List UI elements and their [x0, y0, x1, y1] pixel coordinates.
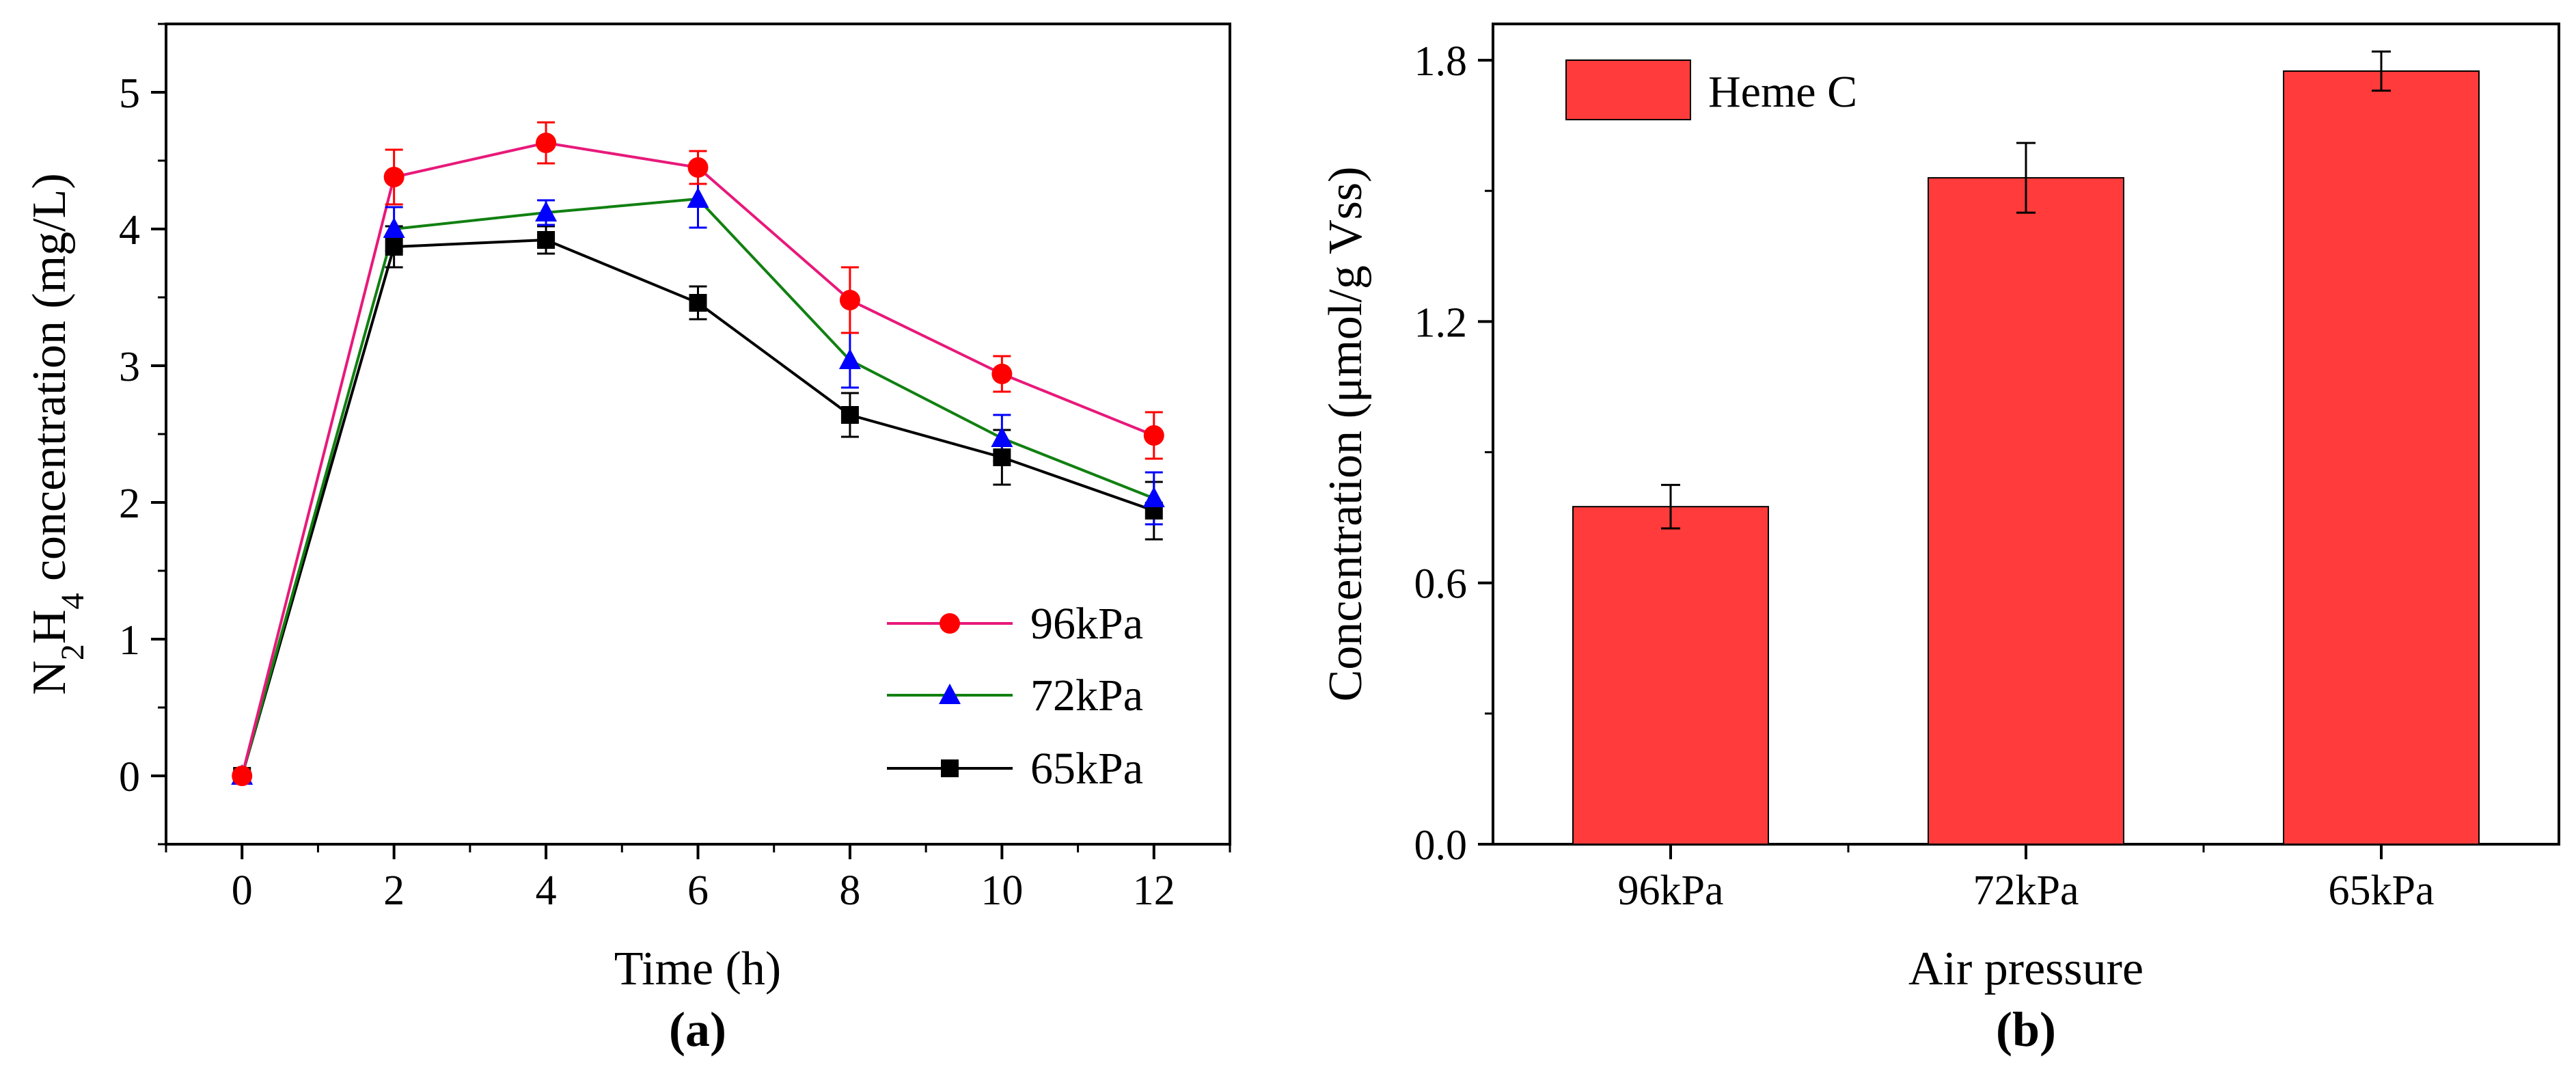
- data-point-96kpa: [839, 290, 860, 310]
- x-tick-label: 6: [687, 867, 709, 914]
- y-tick-label: 0: [119, 754, 140, 800]
- y-tick-label: 3: [119, 344, 140, 390]
- panel-a-legend: 96kPa 72kPa 65kPa: [887, 599, 1143, 794]
- data-point-96kpa: [1143, 425, 1164, 446]
- data-point-72kpa: [535, 201, 558, 221]
- ylabel-sub-2: 2: [55, 644, 91, 660]
- x-tick-label: 12: [1133, 867, 1175, 914]
- y-tick-label: 5: [119, 70, 140, 117]
- x-tick-label: 0: [232, 867, 253, 914]
- panel-a-axis-ticks: [151, 23, 1231, 859]
- data-point-96kpa: [232, 766, 253, 786]
- data-point-72kpa: [1142, 487, 1165, 507]
- x-tick-label: 4: [536, 867, 557, 914]
- legend-label-96kpa: 96kPa: [1030, 599, 1143, 649]
- panel-b-axis-ticks: [1478, 59, 2383, 859]
- legend-label-72kpa: 72kPa: [1030, 671, 1143, 720]
- panel-b-tick-labels: 96kPa 72kPa 65kPa 0.0 0.6 1.2 1.8: [1414, 38, 2435, 914]
- y-tick-label: 0.0: [1414, 822, 1468, 869]
- x-tick-label: 2: [383, 867, 405, 914]
- x-tick-label-96kpa: 96kPa: [1618, 867, 1724, 914]
- legend-label-65kpa: 65kPa: [1030, 744, 1143, 794]
- data-point-72kpa: [687, 187, 709, 208]
- panel-b-error-bars: [1661, 50, 2391, 530]
- x-tick-label-72kpa: 72kPa: [1973, 867, 2079, 914]
- y-tick-label: 0.6: [1414, 561, 1468, 608]
- panel-b-y-axis-title: Concentration (μmol/g Vss): [1319, 167, 1372, 702]
- data-point-65kpa: [385, 238, 403, 256]
- y-tick-label: 4: [119, 207, 140, 254]
- panel-b-bar-chart: 96kPa 72kPa 65kPa 0.0 0.6 1.2 1.8 Heme C Air p…: [1319, 23, 2560, 1057]
- y-tick-label: 1: [119, 617, 140, 664]
- panel-a-y-axis-title: N2H4 concentration (mg/L): [23, 173, 91, 695]
- legend-marker-65kpa: [941, 759, 959, 777]
- data-point-65kpa: [840, 406, 859, 424]
- data-point-65kpa: [993, 448, 1011, 466]
- data-point-96kpa: [383, 167, 405, 187]
- panel-a-x-axis-title: Time (h): [614, 943, 781, 995]
- data-point-72kpa: [991, 427, 1013, 447]
- data-point-96kpa: [536, 133, 557, 153]
- panel-a-label: (a): [669, 1002, 726, 1057]
- ylabel-h: H: [23, 610, 76, 645]
- data-point-96kpa: [687, 157, 709, 178]
- legend-swatch-heme-c: [1565, 59, 1691, 120]
- y-tick-label: 2: [119, 481, 140, 527]
- data-point-72kpa: [838, 349, 861, 369]
- data-point-65kpa: [689, 294, 707, 312]
- ylabel-n: N: [23, 660, 76, 695]
- data-point-72kpa: [383, 217, 405, 238]
- ylabel-rest: concentration (mg/L): [23, 173, 76, 593]
- x-tick-label-65kpa: 65kPa: [2329, 867, 2435, 914]
- panel-a-series-lines: [241, 141, 1155, 777]
- ylabel-sub-4: 4: [55, 593, 91, 610]
- panel-b-label: (b): [1996, 1002, 2056, 1057]
- bar-65kpa: [2283, 70, 2480, 845]
- series-line-96kpa: [241, 141, 1155, 777]
- series-line-65kpa: [241, 238, 1155, 777]
- legend-marker-72kpa: [939, 684, 961, 704]
- bar-72kpa: [1928, 177, 2124, 845]
- data-point-65kpa: [537, 231, 556, 249]
- panel-b-legend: Heme C: [1565, 59, 1857, 120]
- panel-a-error-bars: [385, 121, 1163, 541]
- data-point-96kpa: [991, 364, 1013, 384]
- panel-a-plot-frame: [165, 23, 1231, 846]
- x-tick-label: 8: [839, 867, 860, 914]
- x-tick-label: 10: [981, 867, 1023, 914]
- legend-label-heme-c: Heme C: [1708, 67, 1857, 117]
- panel-a-markers: [231, 133, 1165, 786]
- y-tick-label: 1.8: [1414, 38, 1468, 85]
- y-tick-label: 1.2: [1414, 299, 1468, 346]
- bar-96kpa: [1572, 506, 1769, 846]
- panel-b-x-axis-title: Air pressure: [1908, 943, 2143, 995]
- legend-marker-96kpa: [940, 613, 960, 634]
- panel-b-bars: [1572, 70, 2480, 846]
